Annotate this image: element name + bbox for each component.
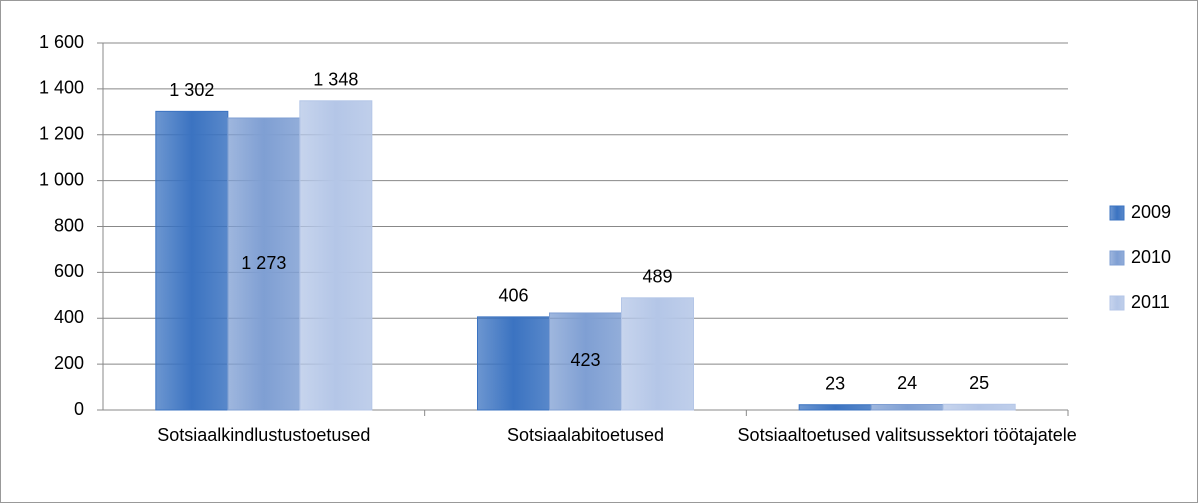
y-tick-label: 1 600 — [39, 32, 84, 52]
y-tick-label: 400 — [54, 307, 84, 327]
legend-swatch — [1109, 295, 1125, 311]
data-label: 1 273 — [241, 253, 286, 273]
bar — [227, 117, 301, 411]
x-tick-label-box: Sotsiaaltoetused valitsussektori töötaja… — [737, 425, 1077, 445]
data-label: 1 302 — [169, 80, 214, 100]
y-tick-label: 200 — [54, 353, 84, 373]
data-label: 406 — [498, 286, 528, 306]
data-label: 23 — [825, 373, 845, 393]
y-tick-label: 1 400 — [39, 78, 84, 98]
bar — [621, 297, 694, 411]
legend-label: 2009 — [1131, 202, 1171, 222]
bar — [549, 312, 622, 411]
y-tick-label: 800 — [54, 215, 84, 235]
y-tick-label: 1 200 — [39, 124, 84, 144]
y-tick-label: 600 — [54, 261, 84, 281]
x-tick-label: Sotsiaalabitoetused — [506, 425, 665, 445]
legend-label: 2010 — [1131, 247, 1171, 267]
bar — [798, 404, 872, 411]
data-label: 423 — [570, 350, 600, 370]
legend-label: 2011 — [1131, 292, 1170, 312]
data-label: 24 — [897, 373, 917, 393]
bar — [155, 110, 229, 411]
legend-swatch — [1109, 205, 1125, 221]
bar — [942, 403, 1016, 411]
data-label: 489 — [642, 267, 672, 287]
x-tick-label-box: Sotsiaalkindlustustoetused — [157, 425, 371, 445]
x-tick-label: Sotsiaalkindlustustoetused — [157, 425, 371, 445]
y-tick-label: 1 000 — [39, 169, 84, 189]
y-tick-label: 0 — [74, 399, 84, 419]
legend-swatch — [1109, 250, 1125, 266]
bar — [299, 100, 373, 411]
data-label: 1 348 — [313, 70, 358, 90]
data-label: 25 — [969, 373, 989, 393]
x-tick-label: Sotsiaaltoetused valitsussektori töötaja… — [737, 425, 1077, 445]
bar — [477, 316, 550, 411]
x-tick-label-box: Sotsiaalabitoetused — [506, 425, 665, 445]
bar — [870, 403, 944, 411]
